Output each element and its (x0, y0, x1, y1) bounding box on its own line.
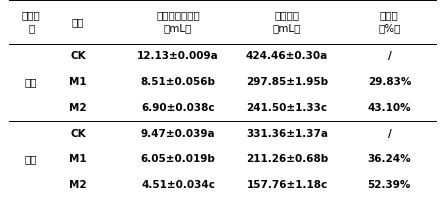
Text: 211.26±0.68b: 211.26±0.68b (246, 154, 328, 164)
Text: 胁迫程
度: 胁迫程 度 (22, 10, 40, 33)
Text: M2: M2 (69, 103, 87, 113)
Text: CK: CK (70, 51, 86, 61)
Text: 处理: 处理 (72, 17, 84, 27)
Text: M1: M1 (69, 154, 87, 164)
Text: /: / (388, 51, 391, 61)
Text: /: / (388, 129, 391, 139)
Text: 12.13±0.009a: 12.13±0.009a (137, 51, 219, 61)
Text: 给水总量
（mL）: 给水总量 （mL） (273, 10, 301, 33)
Text: 241.50±1.33c: 241.50±1.33c (247, 103, 328, 113)
Text: 中度: 中度 (25, 77, 37, 87)
Text: 331.36±1.37a: 331.36±1.37a (246, 129, 328, 139)
Text: CK: CK (70, 129, 86, 139)
Text: 52.39%: 52.39% (368, 180, 411, 190)
Text: 9.47±0.039a: 9.47±0.039a (141, 129, 215, 139)
Text: 297.85±1.95b: 297.85±1.95b (246, 77, 328, 87)
Text: 平均每天给水量
（mL）: 平均每天给水量 （mL） (156, 10, 200, 33)
Text: 6.05±0.019b: 6.05±0.019b (141, 154, 215, 164)
Text: 节水率
（%）: 节水率 （%） (378, 10, 400, 33)
Text: 重度: 重度 (25, 154, 37, 164)
Text: 157.76±1.18c: 157.76±1.18c (247, 180, 328, 190)
Text: 43.10%: 43.10% (368, 103, 411, 113)
Text: 36.24%: 36.24% (368, 154, 411, 164)
Text: 6.90±0.038c: 6.90±0.038c (141, 103, 215, 113)
Text: 29.83%: 29.83% (368, 77, 411, 87)
Text: 8.51±0.056b: 8.51±0.056b (141, 77, 215, 87)
Text: M1: M1 (69, 77, 87, 87)
Text: M2: M2 (69, 180, 87, 190)
Text: 4.51±0.034c: 4.51±0.034c (141, 180, 215, 190)
Text: 424.46±0.30a: 424.46±0.30a (246, 51, 328, 61)
